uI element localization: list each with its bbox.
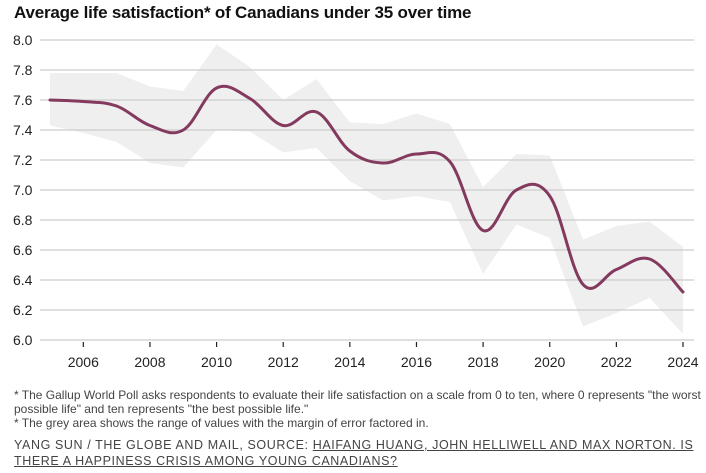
y-tick-label: 6.0 — [13, 332, 33, 348]
data-point — [381, 161, 385, 165]
data-point — [315, 110, 319, 114]
y-tick-label: 7.2 — [13, 152, 33, 168]
source-credit: YANG SUN / THE GLOBE AND MAIL, SOURCE: H… — [14, 437, 704, 469]
x-tick-label: 2012 — [268, 354, 299, 370]
data-point — [481, 229, 485, 233]
data-point — [414, 152, 418, 156]
series-layer — [48, 84, 685, 294]
y-tick-label: 7.6 — [13, 92, 33, 108]
data-point — [181, 128, 185, 132]
x-tick-label: 2008 — [134, 354, 165, 370]
data-point — [115, 104, 119, 108]
x-tick-label: 2006 — [68, 354, 99, 370]
footnotes: * The Gallup World Poll asks respondents… — [14, 388, 704, 430]
source-link[interactable]: HAIFANG HUANG, JOHN HELLIWELL AND MAX NO… — [14, 438, 694, 468]
data-point — [514, 188, 518, 192]
x-axis: 2006 2008 2010 2012 2014 2016 2018 2020 2022 2024 — [68, 342, 699, 370]
line-chart: 8.07.87.67.47.27.06.86.66.46.26.0 2006 20… — [13, 32, 699, 370]
data-point — [348, 149, 352, 153]
error-band-layer — [50, 44, 683, 334]
y-tick-label: 6.8 — [13, 212, 33, 228]
series-line-life-satisfaction — [48, 84, 685, 294]
x-tick-label: 2018 — [468, 354, 499, 370]
data-point — [614, 268, 618, 272]
data-point — [248, 97, 252, 101]
x-tick-label: 2024 — [667, 354, 698, 370]
y-tick-label: 7.4 — [13, 122, 33, 138]
x-tick-label: 2016 — [401, 354, 432, 370]
y-tick-label: 7.8 — [13, 62, 33, 78]
data-point — [81, 100, 85, 104]
y-axis: 8.0 7.8 7.6 7.4 7.2 7.0 6.8 6.6 6.4 6.2 6.0 — [13, 32, 33, 348]
x-tick-label: 2022 — [601, 354, 632, 370]
y-tick-label: 8.0 — [13, 32, 33, 48]
x-tick-label: 2014 — [334, 354, 365, 370]
x-tick-label: 2020 — [534, 354, 565, 370]
footnote-grey-area: * The grey area shows the range of value… — [14, 416, 429, 430]
data-point — [215, 86, 219, 90]
y-tick-label: 6.2 — [13, 302, 33, 318]
error-band-area — [50, 44, 683, 334]
x-tick-label: 2010 — [201, 354, 232, 370]
gridlines — [40, 39, 694, 341]
data-point — [281, 124, 285, 128]
data-point — [148, 124, 152, 128]
data-point — [548, 194, 552, 198]
data-point — [581, 283, 585, 287]
chart-title: Average life satisfaction* of Canadians … — [14, 3, 472, 22]
footnote-gallup: * The Gallup World Poll asks respondents… — [14, 388, 701, 416]
y-tick-label: 7.0 — [13, 182, 33, 198]
y-tick-label: 6.6 — [13, 242, 33, 258]
data-point — [448, 160, 452, 164]
y-tick-label: 6.4 — [13, 272, 33, 288]
credit-prefix: YANG SUN / THE GLOBE AND MAIL, SOURCE: — [14, 438, 313, 452]
data-point — [48, 98, 52, 102]
data-point — [681, 290, 685, 294]
data-point — [648, 257, 652, 261]
